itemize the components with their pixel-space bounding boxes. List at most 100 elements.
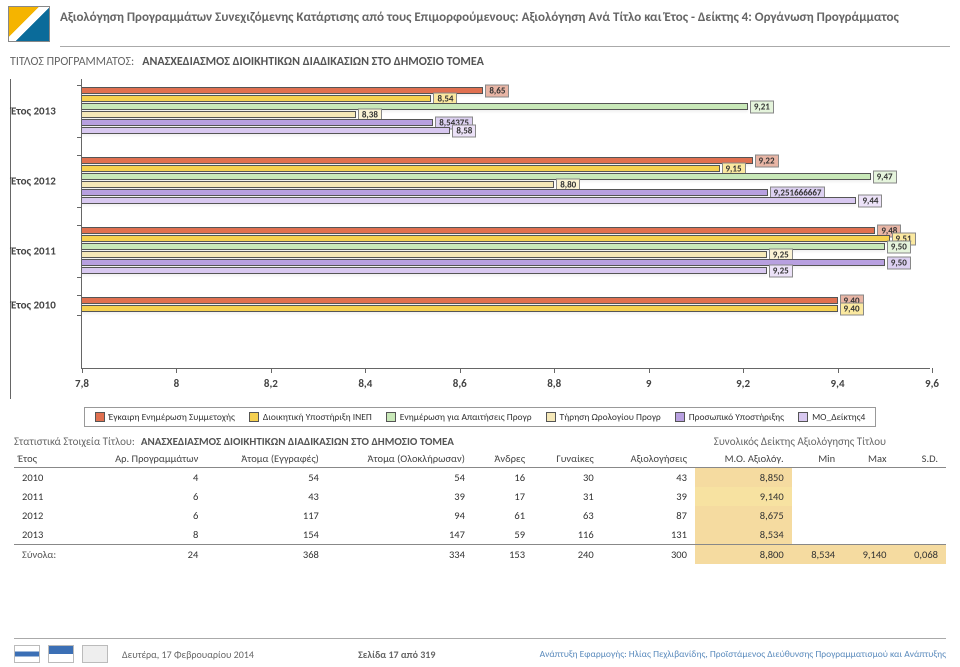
program-label: ΤΙΤΛΟΣ ΠΡΟΓΡΑΜΜΑΤΟΣ: [10, 55, 134, 69]
table-row: 20138154147591161318,534 [14, 525, 946, 545]
espa-logo [48, 645, 74, 663]
x-tick-label: 8 [174, 377, 180, 390]
legend-label: Ενημέρωση για Απαιτήσεις Προγρ [400, 411, 532, 423]
bar-chart: 7,888,28,48,68,899,29,49,68,658,549,218,… [10, 79, 930, 399]
col-header: Μ.Ο. Αξιολόγ. [695, 450, 792, 468]
org-logo [8, 6, 50, 42]
bar [82, 267, 767, 274]
bar [82, 181, 554, 188]
table-row: 20126117946163878,675 [14, 506, 946, 525]
overall-index-label: Συνολικός Δείκτης Αξιολόγησης Τίτλου [714, 435, 946, 448]
bar [82, 297, 838, 304]
bar-value-label: 8,65 [485, 85, 509, 98]
bar [82, 157, 753, 164]
ministry-logo [82, 645, 108, 663]
col-header: S.D. [895, 450, 947, 468]
bar-value-label: 9,50 [887, 257, 911, 270]
y-category-label: Έτος 2011 [11, 245, 75, 258]
y-category-label: Έτος 2010 [11, 299, 75, 312]
footer-divider [14, 638, 946, 639]
legend-swatch [675, 412, 685, 422]
bar [82, 227, 875, 234]
col-header: Min [792, 450, 843, 468]
table-row: 2010454541630438,850 [14, 468, 946, 488]
legend-item: Διοικητική Υποστήριξη ΙΝΕΠ [249, 411, 372, 423]
legend-label: Έγκαιρη Ενημέρωση Συμμετοχής [109, 411, 235, 423]
x-tick-label: 7,8 [75, 377, 89, 390]
bar [82, 235, 890, 242]
x-tick-label: 9,6 [925, 377, 939, 390]
y-category-label: Έτος 2013 [11, 105, 75, 118]
legend-item: Ενημέρωση για Απαιτήσεις Προγρ [386, 411, 532, 423]
legend-swatch [249, 412, 259, 422]
bar [82, 95, 431, 102]
footer-logos [14, 645, 108, 663]
bar [82, 87, 483, 94]
col-header: Άτομα (Εγγραφές) [206, 450, 327, 468]
x-tick-label: 8,4 [358, 377, 372, 390]
program-row: ΤΙΤΛΟΣ ΠΡΟΓΡΑΜΜΑΤΟΣ: ΑΝΑΣΧΕΔΙΑΣΜΟΣ ΔΙΟΙΚ… [0, 49, 960, 73]
bar [82, 111, 356, 118]
bar [82, 259, 885, 266]
bar-value-label: 9,25 [769, 265, 793, 278]
stats-section: Στατιστικά Στοιχεία Τίτλου: ΑΝΑΣΧΕΔΙΑΣΜΟ… [0, 433, 960, 564]
legend-item: Τήρηση Ωρολογίου Προγρ [546, 411, 661, 423]
table-row: 2011643391731399,140 [14, 487, 946, 506]
divider [60, 46, 950, 47]
bar-value-label: 9,50 [887, 241, 911, 254]
stats-table: ΈτοςΑρ. ΠρογραμμάτωνΆτομα (Εγγραφές)Άτομ… [14, 450, 946, 564]
col-header: Άτομα (Ολοκλήρωσαν) [327, 450, 473, 468]
legend-label: Τήρηση Ωρολογίου Προγρ [560, 411, 661, 423]
footer-page: Σελίδα 17 από 319 [254, 648, 540, 661]
bar [82, 165, 720, 172]
legend-label: ΜΟ_Δείκτης4 [812, 411, 865, 423]
x-tick-label: 8,8 [547, 377, 561, 390]
col-header: Έτος [14, 450, 79, 468]
legend: Έγκαιρη Ενημέρωση Συμμετοχής Διοικητική Υ… [84, 407, 877, 427]
x-tick-label: 9,2 [736, 377, 750, 390]
bar [82, 119, 433, 126]
bar-value-label: 9,40 [840, 303, 864, 316]
page-header: Αξιολόγηση Προγραμμάτων Συνεχιζόμενης Κα… [0, 0, 960, 42]
bar [82, 251, 767, 258]
bar-value-label: 9,22 [755, 155, 779, 168]
col-header: Max [843, 450, 894, 468]
legend-swatch [546, 412, 556, 422]
bar [82, 103, 748, 110]
legend-swatch [798, 412, 808, 422]
x-tick-label: 8,6 [453, 377, 467, 390]
bar [82, 243, 885, 250]
x-tick-label: 9,4 [831, 377, 845, 390]
y-category-label: Έτος 2012 [11, 175, 75, 188]
stats-title-label: Στατιστικά Στοιχεία Τίτλου: [14, 435, 135, 448]
legend-item: Προσωπικό Υποστήριξης [675, 411, 784, 423]
bar-value-label: 9,47 [873, 171, 897, 184]
x-tick-label: 9 [646, 377, 652, 390]
bar [82, 173, 871, 180]
legend-swatch [386, 412, 396, 422]
legend-item: Έγκαιρη Ενημέρωση Συμμετοχής [95, 411, 235, 423]
legend-label: Διοικητική Υποστήριξη ΙΝΕΠ [263, 411, 372, 423]
legend-label: Προσωπικό Υποστήριξης [689, 411, 784, 423]
bar-value-label: 9,44 [858, 195, 882, 208]
x-tick-label: 8,2 [264, 377, 278, 390]
footer-credit: Ανάπτυξη Εφαρμογής: Ηλίας Πεχλιβανίδης, … [540, 648, 946, 660]
legend-item: ΜΟ_Δείκτης4 [798, 411, 865, 423]
page-footer: Δευτέρα, 17 Φεβρουαρίου 2014 Σελίδα 17 α… [0, 645, 960, 663]
col-header: Αξιολογήσεις [602, 450, 695, 468]
bar-value-label: 8,58 [452, 125, 476, 138]
bar-value-label: 9,21 [750, 101, 774, 114]
bar [82, 197, 856, 204]
col-header: Αρ. Προγραμμάτων [79, 450, 207, 468]
footer-date: Δευτέρα, 17 Φεβρουαρίου 2014 [122, 648, 254, 661]
bar [82, 305, 838, 312]
program-value: ΑΝΑΣΧΕΔΙΑΣΜΟΣ ΔΙΟΙΚΗΤΙΚΩΝ ΔΙΑΔΙΚΑΣΙΩΝ ΣΤ… [142, 55, 484, 69]
eu-flag-icon [14, 645, 40, 663]
col-header: Γυναίκες [533, 450, 602, 468]
bar [82, 189, 768, 196]
totals-row: Σύνολα:243683341532403008,8008,5349,1400… [14, 545, 946, 565]
bar [82, 127, 450, 134]
col-header: Άνδρες [473, 450, 533, 468]
legend-swatch [95, 412, 105, 422]
stats-title-value: ΑΝΑΣΧΕΔΙΑΣΜΟΣ ΔΙΟΙΚΗΤΙΚΩΝ ΔΙΑΔΙΚΑΣΙΩΝ ΣΤ… [141, 435, 454, 448]
